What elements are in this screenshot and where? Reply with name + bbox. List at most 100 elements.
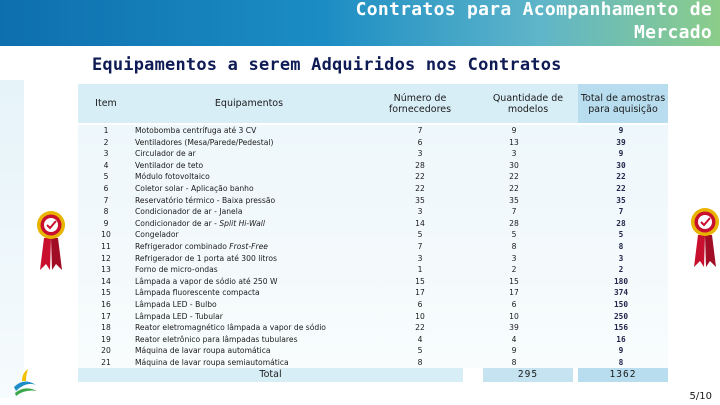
cell-item: 7 [103, 195, 109, 205]
cell-fornecedores: 35 [415, 195, 425, 205]
cell-equipamento: Condicionador de ar - Janela [135, 207, 243, 217]
page-title: Contratos para Acompanhamento de Mercado [252, 0, 712, 44]
col-header-quantidade: Quantidade de modelos [492, 92, 564, 115]
cell-fornecedores: 8 [417, 358, 423, 367]
table-header: Item Equipamentos Número de fornecedores… [78, 84, 668, 125]
cell-item: 18 [101, 323, 111, 333]
table-row: 4 Ventilador de teto 28 30 30 [78, 160, 668, 172]
equipment-table: Item Equipamentos Número de fornecedores… [78, 84, 668, 384]
cell-fornecedores: 3 [417, 207, 423, 217]
header-banner: Contratos para Acompanhamento de Mercado [0, 0, 720, 46]
cell-equipamento: Ventilador de teto [135, 160, 204, 170]
cell-item: 8 [103, 207, 109, 217]
cell-fornecedores: 22 [415, 184, 425, 193]
cell-equipamento: Reservatório térmico - Baixa pressão [135, 195, 276, 205]
cell-item: 2 [103, 137, 109, 147]
table-row: 10 Congelador 5 5 5 [78, 229, 668, 241]
cell-item: 4 [103, 160, 109, 170]
col-header-item: Item [95, 98, 117, 109]
cell-equipamento-text: Condicionador de ar - [135, 218, 220, 228]
col-header-total: Total de amostras para aquisição [578, 84, 668, 123]
cell-quantidade: 28 [509, 218, 519, 228]
cell-quantidade: 9 [511, 126, 517, 135]
cell-item: 17 [101, 311, 111, 321]
cell-total: 39 [616, 137, 626, 147]
cell-equipamento: Congelador [135, 230, 179, 240]
cell-fornecedores: 28 [415, 160, 425, 170]
cell-fornecedores: 1 [417, 265, 423, 275]
cell-equipamento: Máquina de lavar roupa semiautomática [135, 358, 289, 367]
cell-fornecedores: 5 [417, 230, 423, 240]
cell-fornecedores: 15 [415, 276, 425, 286]
cell-fornecedores: 3 [417, 149, 423, 159]
cell-fornecedores: 4 [417, 334, 423, 344]
cell-quantidade: 8 [511, 358, 517, 367]
table-row: 6 Coletor solar - Aplicação banho 22 22 22 [78, 183, 668, 195]
cell-total: 5 [618, 230, 624, 240]
table-row: 5 Módulo fotovoltaico 22 22 22 [78, 171, 668, 183]
cell-fornecedores: 7 [417, 126, 423, 135]
table-row: 18 Reator eletromagnético lâmpada a vapor… [78, 322, 668, 334]
cell-fornecedores: 22 [415, 172, 425, 182]
cell-fornecedores: 6 [417, 300, 423, 309]
cell-equipamento: Refrigerador combinado Frost-Free [135, 241, 375, 253]
table-row: 8 Condicionador de ar - Janela 3 7 7 [78, 206, 668, 218]
brand-logo-icon [10, 367, 40, 397]
cell-total: 28 [616, 218, 626, 228]
cell-item: 19 [101, 334, 111, 344]
table-row: 14 Lâmpada a vapor de sódio até 250 W 15 15… [78, 276, 668, 288]
cell-item: 10 [101, 230, 111, 240]
cell-item: 6 [103, 184, 109, 193]
cell-quantidade: 17 [509, 288, 519, 298]
procel-seal-icon [690, 205, 720, 269]
procel-seal-icon [36, 208, 66, 272]
cell-item: 14 [101, 276, 111, 286]
cell-total: 7 [618, 207, 624, 217]
table-row: 11 Refrigerador combinado Frost-Free 7 8 8 [78, 241, 668, 253]
table-row: 17 Lâmpada LED - Tubular 10 10 250 [78, 311, 668, 323]
cell-fornecedores: 6 [417, 137, 423, 147]
cell-fornecedores: 7 [417, 242, 423, 251]
cell-item: 16 [101, 300, 111, 309]
cell-item: 11 [101, 242, 111, 251]
total-row: Total 295 1362 [78, 368, 668, 384]
cell-quantidade: 13 [509, 137, 519, 147]
cell-equipamento: Lâmpada a vapor de sódio até 250 W [135, 276, 278, 286]
left-decoration [0, 80, 24, 398]
cell-total: 22 [616, 184, 626, 193]
total-amostras: 1362 [578, 368, 668, 382]
cell-equipamento: Motobomba centrífuga até 3 CV [135, 126, 257, 135]
table-row: 2 Ventiladores (Mesa/Parede/Pedestal) 6 13 3… [78, 137, 668, 149]
table-row: 3 Circulador de ar 3 3 9 [78, 148, 668, 160]
cell-equipamento: Condicionador de ar - Split Hi-Wall [135, 218, 375, 230]
cell-equipamento: Lâmpada LED - Bulbo [135, 300, 217, 309]
cell-total: 9 [618, 149, 624, 159]
cell-total: 150 [613, 300, 629, 309]
cell-total: 9 [618, 126, 624, 135]
cell-quantidade: 8 [511, 242, 517, 251]
cell-quantidade: 22 [509, 172, 519, 182]
cell-quantidade: 9 [511, 346, 517, 356]
cell-item: 3 [103, 149, 109, 159]
cell-quantidade: 35 [509, 195, 519, 205]
table-row: 19 Reator eletrônico para lâmpadas tubula… [78, 334, 668, 346]
cell-quantidade: 30 [509, 160, 519, 170]
cell-equipamento: Reator eletrônico para lâmpadas tubulare… [135, 334, 298, 344]
cell-total: 250 [613, 311, 629, 321]
cell-fornecedores: 17 [415, 288, 425, 298]
cell-equipamento: Módulo fotovoltaico [135, 172, 210, 182]
cell-equipamento: Coletor solar - Aplicação banho [135, 184, 254, 193]
total-label: Total [78, 368, 463, 382]
table-row: 21 Máquina de lavar roupa semiautomática 8… [78, 357, 668, 369]
cell-total: 156 [613, 323, 629, 333]
title-line-1: Contratos para Acompanhamento de [355, 0, 712, 20]
cell-item: 21 [101, 358, 111, 367]
cell-equipamento: Reator eletromagnético lâmpada a vapor d… [135, 323, 326, 333]
total-quantidade: 295 [483, 368, 573, 382]
cell-quantidade: 15 [509, 276, 519, 286]
col-header-equipamentos: Equipamentos [214, 98, 284, 109]
cell-equipamento: Refrigerador de 1 porta até 300 litros [135, 253, 277, 263]
cell-item: 9 [103, 218, 109, 228]
cell-quantidade: 10 [509, 311, 519, 321]
cell-total: 2 [618, 265, 624, 275]
